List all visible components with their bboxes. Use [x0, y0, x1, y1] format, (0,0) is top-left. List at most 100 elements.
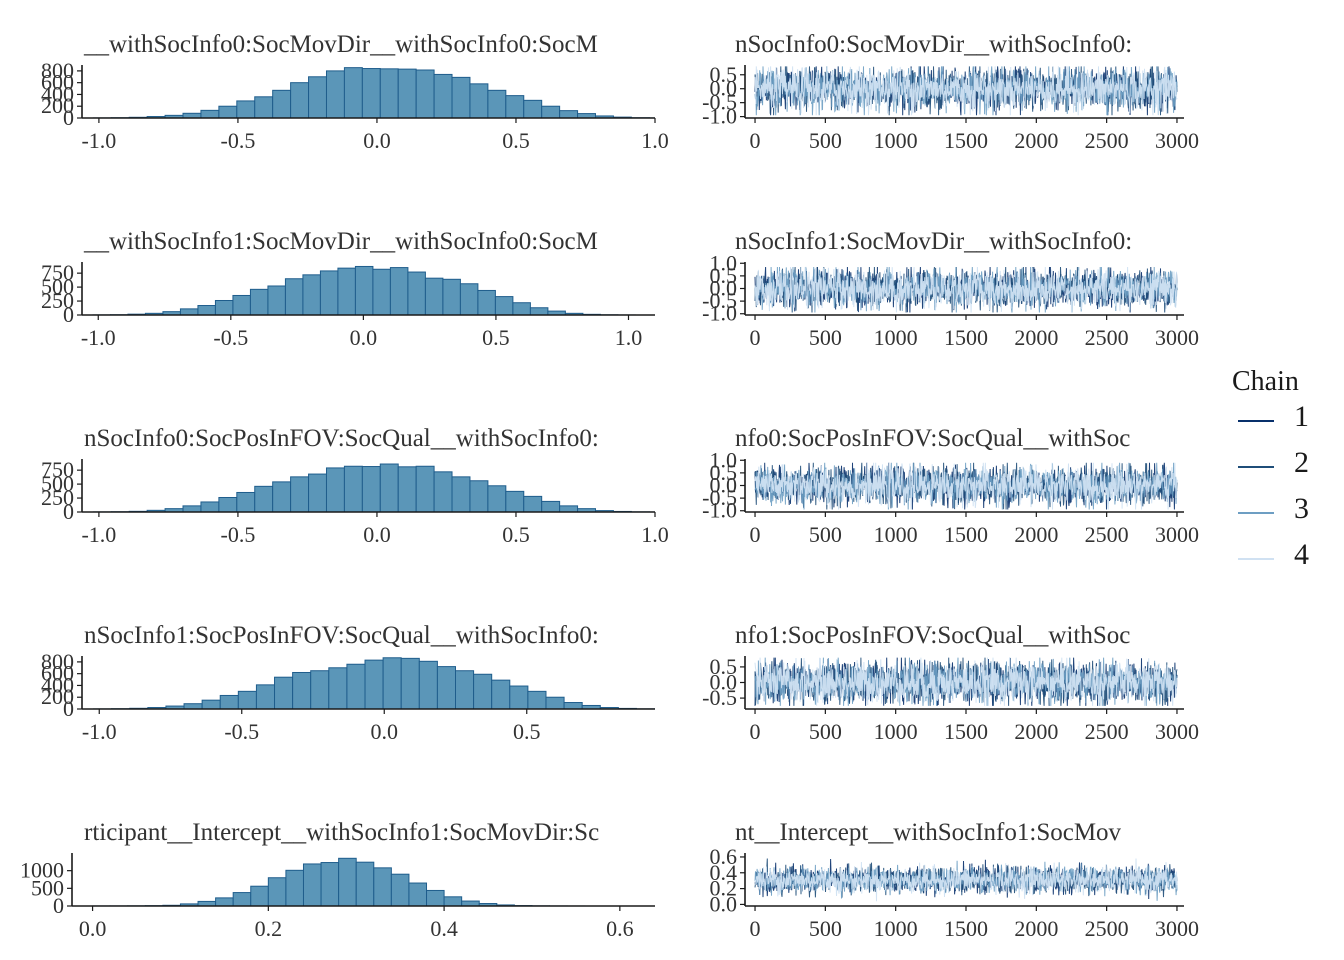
histogram-bar [512, 302, 531, 315]
histogram-bar [361, 68, 381, 118]
panel-title-group: __withSocInfo1:SocMovDir__withSocInfo0:S… [83, 228, 598, 255]
legend-item-4: 4 [1226, 536, 1336, 582]
histogram-bar [218, 105, 238, 118]
y-tick-label: 800 [41, 649, 74, 674]
histogram-bar [424, 277, 444, 315]
histogram-bar [541, 105, 561, 118]
x-tick-label: 3000 [1155, 916, 1199, 941]
y-tick-label: 600 [41, 70, 74, 95]
legend-title: Chain [1232, 366, 1299, 397]
y-tick-label: -0.5 [702, 90, 737, 115]
data-layer [754, 657, 1178, 706]
panel-title-group: nSocInfo1:SocPosInFOV:SocQual__withSocIn… [84, 622, 599, 649]
panel-title-group: __withSocInfo0:SocMovDir__withSocInfo0:S… [83, 31, 598, 58]
trace-panel: nSocInfo0:SocMovDir__withSocInfo0: 0 500 10… [702, 31, 1199, 153]
x-tick-label: 2000 [1014, 719, 1058, 744]
y-tick-label: 200 [41, 684, 74, 709]
y-tick-label: -0.5 [702, 485, 737, 510]
histogram-bar [200, 501, 220, 512]
legend-key-chain-4 [1238, 558, 1274, 560]
panel-title: nt__Intercept__withSocInfo1:SocMov [735, 819, 1122, 846]
x-tick-label: 0.0 [79, 916, 107, 941]
histogram-bar [505, 490, 525, 512]
x-tick-label: 500 [809, 916, 842, 941]
x-tick-label: 1500 [944, 128, 988, 153]
x-tick-label: 3000 [1155, 128, 1199, 153]
y-tick-label: 0 [63, 105, 74, 130]
histogram-bar [379, 68, 399, 118]
histogram-bar [442, 278, 461, 315]
y-tick-label: 0.0 [710, 276, 738, 301]
trace-line-chain-4 [754, 657, 1178, 706]
histogram-bar [338, 857, 357, 906]
x-tick-label: -1.0 [81, 128, 116, 153]
y-tick-label: 0.5 [710, 654, 738, 679]
trace-line-chain-4 [754, 66, 1178, 116]
histogram-bar [302, 274, 321, 315]
histogram-bar [267, 877, 287, 906]
histogram-bar [477, 289, 496, 315]
x-tick-label: -0.5 [221, 522, 256, 547]
panel-title-group: nSocInfo1:SocMovDir__withSocInfo0: [735, 228, 1132, 255]
histogram-panel: nSocInfo0:SocPosInFOV:SocQual__withSocIn… [41, 425, 669, 547]
histogram-bar [232, 294, 251, 315]
histogram-bar [469, 83, 489, 118]
legend-key-chain-2 [1238, 466, 1274, 468]
x-tick-label: 0 [750, 719, 761, 744]
histogram-bar [215, 897, 234, 906]
legend-item-3: 3 [1226, 490, 1336, 536]
histogram-bar [343, 67, 363, 118]
x-tick-label: 3000 [1155, 522, 1199, 547]
histogram-bar [254, 485, 274, 512]
y-tick-label: 0.0 [710, 473, 738, 498]
histogram-bar [487, 485, 507, 512]
histogram-bar [201, 699, 221, 709]
y-tick-label: 1.0 [710, 447, 738, 472]
x-tick-label: -0.5 [224, 719, 259, 744]
panel-title-group: nt__Intercept__withSocInfo1:SocMov [735, 819, 1122, 846]
data-layer [92, 265, 636, 315]
histogram-bar [355, 861, 375, 906]
data-layer [92, 857, 586, 906]
x-tick-label: 3000 [1155, 719, 1199, 744]
trace-line-chain-4 [754, 266, 1178, 313]
panel-title-group: nSocInfo0:SocPosInFOV:SocQual__withSocIn… [84, 425, 599, 452]
x-tick-label: 2000 [1014, 325, 1058, 350]
x-tick-label: 2000 [1014, 916, 1058, 941]
histogram-bar [320, 862, 340, 906]
histogram-bar [364, 659, 384, 709]
histogram-bar [236, 100, 256, 118]
y-tick-label: 500 [41, 274, 74, 299]
histogram-bar [400, 657, 420, 709]
histogram-bar [325, 467, 345, 512]
x-tick-label: 500 [809, 325, 842, 350]
y-tick-label: 200 [41, 93, 74, 118]
histogram-bar [325, 70, 345, 118]
histogram-bar [354, 265, 374, 315]
x-tick-label: 0.0 [363, 128, 391, 153]
histogram-bar [308, 473, 327, 512]
histogram-bar [527, 690, 547, 709]
y-tick-label: 0.6 [710, 844, 738, 869]
legend-label: 1 [1294, 400, 1309, 433]
x-tick-label: 1000 [874, 719, 918, 744]
data-layer [754, 266, 1178, 313]
legend-key-chain-3 [1238, 512, 1274, 514]
y-tick-label: 0.5 [710, 263, 738, 288]
histogram-bar [343, 465, 363, 512]
histogram-bar [451, 476, 471, 512]
y-tick-label: 500 [41, 471, 74, 496]
histogram-bar [290, 476, 310, 512]
y-tick-label: 0.2 [710, 876, 738, 901]
y-tick-label: 1.0 [710, 250, 738, 275]
histogram-bar [285, 869, 304, 906]
x-tick-label: 1000 [874, 522, 918, 547]
histogram-bar [182, 505, 202, 512]
x-tick-label: 2500 [1085, 719, 1129, 744]
histogram-bar [469, 480, 489, 512]
histogram-bar [292, 671, 312, 709]
y-tick-label: 0.5 [710, 460, 738, 485]
x-tick-label: -1.0 [82, 719, 117, 744]
y-tick-label: 0.5 [710, 62, 738, 87]
x-tick-label: 0.5 [502, 522, 530, 547]
